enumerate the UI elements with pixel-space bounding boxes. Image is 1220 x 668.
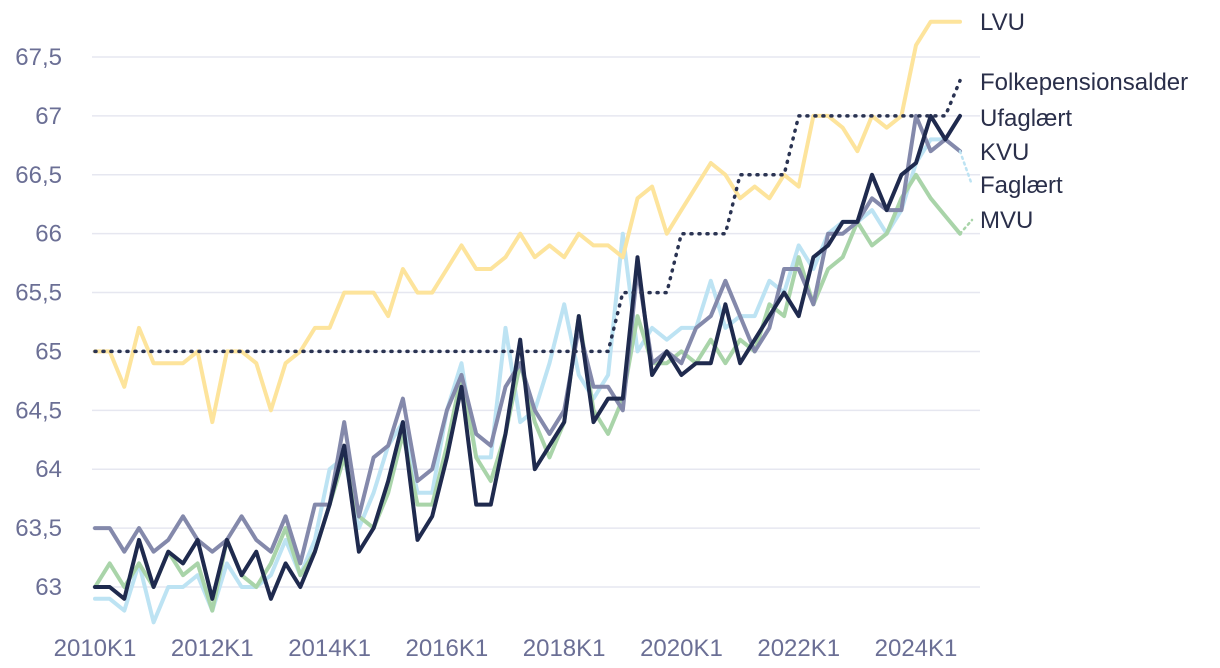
legend-label: MVU	[980, 207, 1033, 234]
series-line-lvu	[93, 19, 962, 425]
series-line-folkepensionsalder	[93, 78, 962, 354]
x-axis-ticks: 2010K1 2012K1 2014K1 2016K1 2018K1 2020K1 2022…	[54, 635, 958, 662]
legend-label: KVU	[980, 139, 1029, 166]
x-tick-label: 2014K1	[288, 635, 371, 662]
y-tick-label: 63,5	[15, 515, 62, 542]
legend-connector	[958, 149, 974, 187]
x-tick-label: 2012K1	[171, 635, 254, 662]
series-line-kvu	[93, 113, 962, 566]
y-tick-label: 65,5	[15, 280, 62, 307]
y-tick-label: 63	[35, 574, 62, 601]
y-tick-label: 64,5	[15, 397, 62, 424]
series-line-ufagl-rt	[93, 113, 962, 601]
legend: LVU Folkepensionsalder Ufaglært KVU Faglært M…	[958, 9, 1188, 235]
legend-label: Ufaglært	[980, 105, 1072, 132]
y-tick-label: 64	[35, 456, 62, 483]
y-axis-ticks: 63 63,5 64 64,5 65 65,5 66 66,5 67 67,5	[15, 44, 62, 601]
x-tick-label: 2010K1	[54, 635, 137, 662]
legend-label: Faglært	[980, 172, 1063, 199]
x-tick-label: 2020K1	[640, 635, 723, 662]
x-tick-label: 2024K1	[875, 635, 958, 662]
y-tick-label: 67	[35, 103, 62, 130]
legend-label: Folkepensionsalder	[980, 69, 1188, 96]
y-tick-label: 67,5	[15, 44, 62, 71]
y-tick-label: 66	[35, 221, 62, 248]
y-tick-label: 65	[35, 338, 62, 365]
x-tick-label: 2022K1	[757, 635, 840, 662]
x-tick-label: 2018K1	[523, 635, 606, 662]
x-tick-label: 2016K1	[405, 635, 488, 662]
y-tick-label: 66,5	[15, 162, 62, 189]
series-lines	[93, 19, 962, 625]
legend-label: LVU	[980, 9, 1025, 36]
legend-connector	[958, 218, 974, 235]
